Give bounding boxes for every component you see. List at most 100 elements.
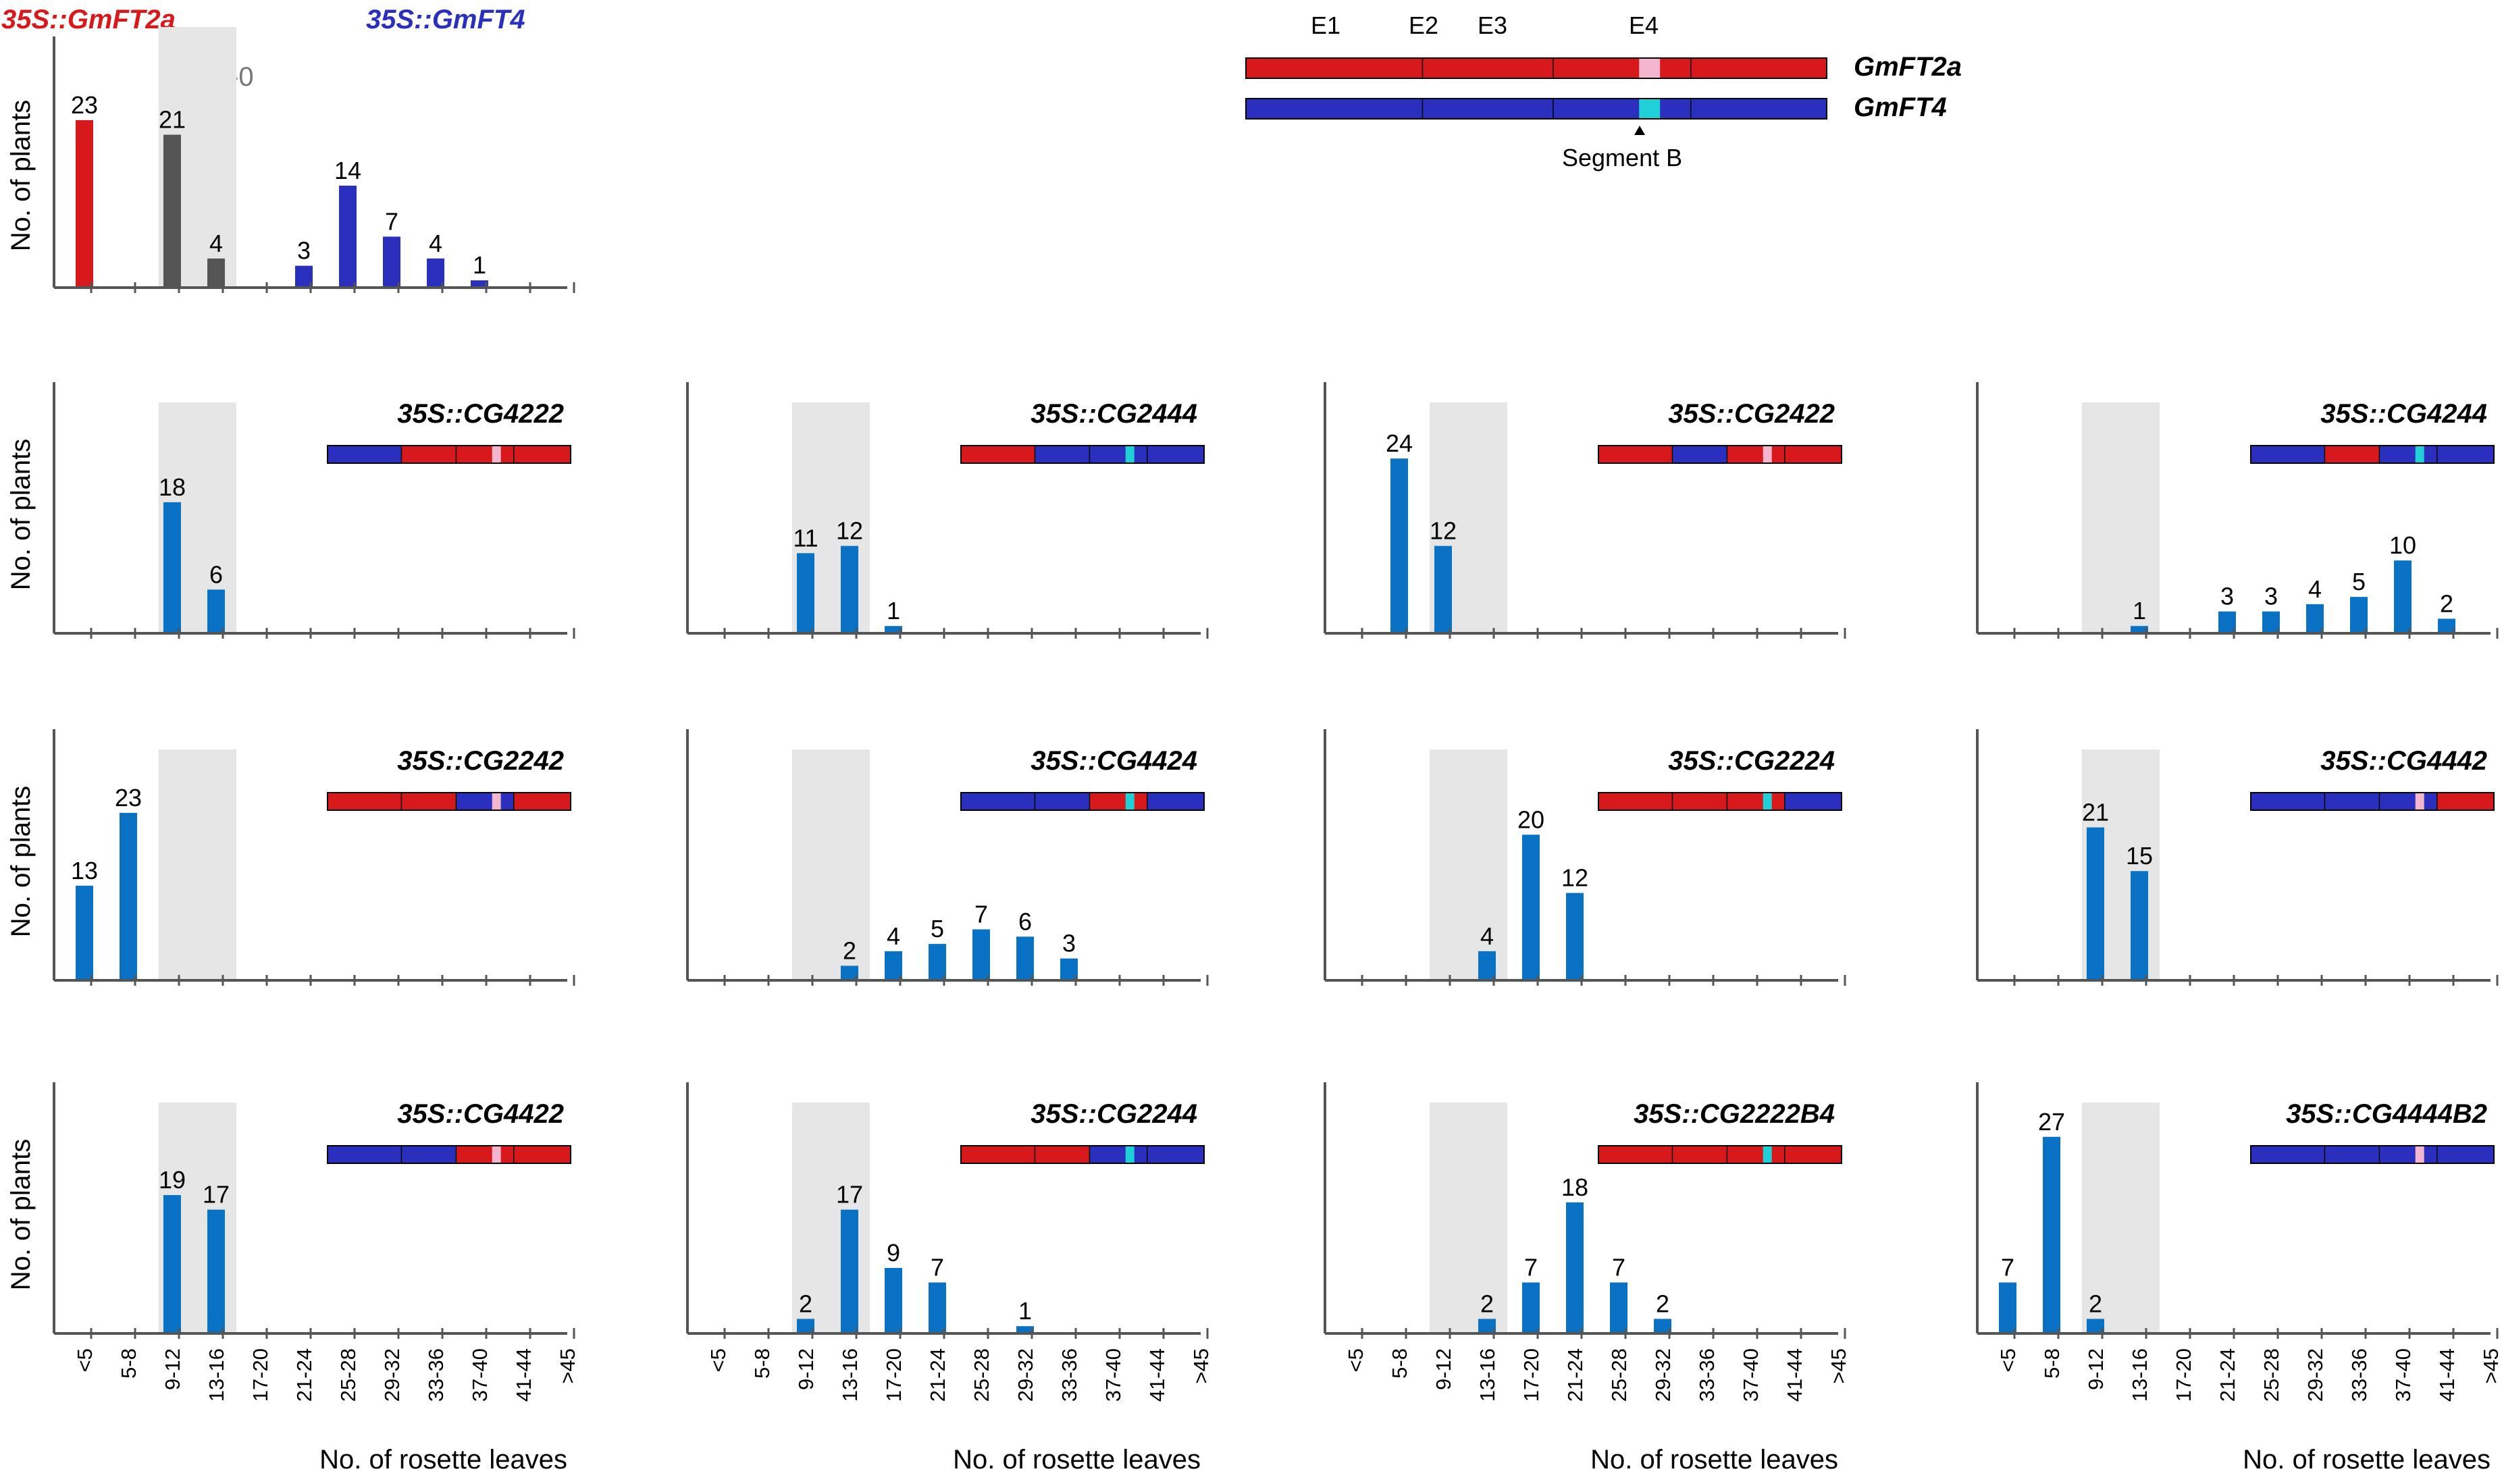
bar-value-label: 2: [1656, 1290, 1669, 1317]
bar-value-label: 12: [1561, 864, 1588, 892]
y-axis-label: No. of plants: [6, 1139, 36, 1291]
panel-construct-region-e2: [1672, 446, 1727, 463]
panel-construct-region-e3: [1089, 446, 1147, 463]
bar-value-label: 1: [2133, 597, 2146, 625]
exon-label-e2: E2: [1409, 11, 1438, 39]
bar-9-12: [163, 502, 181, 633]
bar-29-32: [383, 236, 400, 288]
x-axis-label: No. of rosette leaves: [1590, 1445, 1838, 1475]
bar-value-label: 4: [429, 230, 442, 257]
y-axis-label: No. of plants: [6, 786, 36, 938]
panel-construct-segment-b: [1125, 793, 1135, 810]
panel-construct-region-e4: [2436, 1146, 2494, 1163]
x-axis-label: No. of rosette leaves: [953, 1445, 1201, 1475]
x-tick-label: 33-36: [2347, 1348, 2371, 1402]
bar-9-12: [2087, 827, 2104, 980]
bar-<5: [76, 120, 93, 288]
panel-construct-region-e1: [961, 793, 1035, 810]
segment-b-arrow-icon: [1634, 126, 1645, 135]
x-tick-label: 5-8: [117, 1348, 140, 1379]
bar-value-label: 27: [2038, 1108, 2065, 1136]
x-tick-label: <5: [1344, 1348, 1367, 1372]
x-tick-label: 25-28: [2260, 1348, 2283, 1402]
bar-13-16: [2131, 871, 2148, 980]
panel-construct-outline: [2250, 1145, 2495, 1164]
schematic-gmft2a-region-e3: [1553, 58, 1691, 78]
x-tick-label: 5-8: [750, 1348, 774, 1379]
panel-construct-segment-b: [1763, 1146, 1772, 1163]
panel-construct-segment-b: [2415, 793, 2424, 810]
x-tick-label: <5: [73, 1348, 97, 1372]
panel-construct-region-e4: [2436, 446, 2494, 463]
x-tick-label: 9-12: [161, 1348, 184, 1390]
panel-construct-region-e1: [328, 1146, 402, 1163]
panel-title: 35S::CG2244: [1031, 1099, 1197, 1129]
panel-construct-region-e2: [1035, 793, 1090, 810]
panel-construct-region-e3: [1727, 446, 1785, 463]
panel-construct-region-e3: [456, 446, 514, 463]
panel-3: 11 121 35S::CG2444: [686, 382, 1209, 639]
panel-construct-region-e1: [328, 793, 402, 810]
x-tick-label: 17-20: [249, 1348, 272, 1402]
panel-construct-segment-b: [492, 1146, 501, 1163]
panel-title: 35S::CG2422: [1668, 399, 1835, 429]
panel-construct-region-e3: [2379, 1146, 2437, 1163]
panel-construct-region-e2: [2324, 793, 2380, 810]
bar-value-label: 23: [115, 784, 142, 812]
bar-17-20: [1522, 834, 1540, 980]
bar-value-label: 18: [1561, 1173, 1588, 1201]
x-tick-label: 29-32: [1651, 1348, 1675, 1402]
x-tick-label: 41-44: [512, 1348, 536, 1402]
schematic-gmft4-region-e1: [1246, 99, 1423, 119]
bar-9-12: [797, 553, 814, 633]
x-tick-label: 25-28: [336, 1348, 360, 1402]
panel-construct-region-e1: [1598, 446, 1673, 463]
bar-value-label: 18: [159, 473, 186, 501]
bar-value-label: 7: [931, 1254, 944, 1281]
bar-value-label: 17: [203, 1181, 230, 1209]
bar-value-label: 3: [2220, 583, 2234, 610]
legend-gmft4: 35S::GmFT4: [366, 5, 525, 34]
bar-13-16: [207, 589, 225, 633]
panel-construct-region-e4: [1784, 446, 1842, 463]
bar-value-label: 2: [843, 936, 856, 964]
panel-construct-region-e1: [1598, 793, 1673, 810]
x-tick-label: 33-36: [1695, 1348, 1719, 1402]
bar-29-32: [1016, 936, 1034, 980]
bar-value-label: 3: [297, 237, 311, 265]
panel-construct-segment-b: [2415, 1146, 2424, 1163]
bar-5-8: [120, 812, 137, 980]
bar-21-24: [1566, 1202, 1584, 1333]
bar-29-32: [1654, 1319, 1671, 1333]
x-tick-label: 21-24: [1563, 1348, 1587, 1402]
panel-construct-region-e4: [1147, 446, 1204, 463]
panel-construct-region-e4: [1784, 1146, 1842, 1163]
bar-value-label: 2: [799, 1290, 812, 1317]
panel-construct-region-e3: [456, 1146, 514, 1163]
gmft2a-gene-name: GmFT2a: [1854, 52, 1962, 82]
bar-<5: [1999, 1282, 2016, 1333]
panel-title: 35S::CG2242: [397, 746, 564, 776]
bar-value-label: 21: [2082, 799, 2109, 826]
panel-7: 2 4 5 7 63 35S::CG4424: [686, 729, 1209, 986]
panel-construct-region-e4: [513, 1146, 571, 1163]
bar-25-28: [1610, 1282, 1627, 1333]
bar-21-24: [929, 944, 946, 980]
bar-13-16: [841, 965, 858, 980]
reference-band: [792, 749, 870, 980]
bar-value-label: 4: [209, 230, 223, 257]
panel-construct-segment-b: [2415, 446, 2424, 462]
x-tick-label: 29-32: [380, 1348, 404, 1402]
x-axis-label: No. of rosette leaves: [319, 1445, 567, 1475]
exon-label-e1: E1: [1311, 11, 1340, 39]
panel-construct-segment-b: [1125, 446, 1135, 462]
bar-value-label: 5: [2352, 568, 2366, 595]
bar-value-label: 11: [793, 524, 818, 552]
bar-value-label: 4: [887, 922, 900, 950]
panel-title: 35S::CG4244: [2320, 399, 2487, 429]
